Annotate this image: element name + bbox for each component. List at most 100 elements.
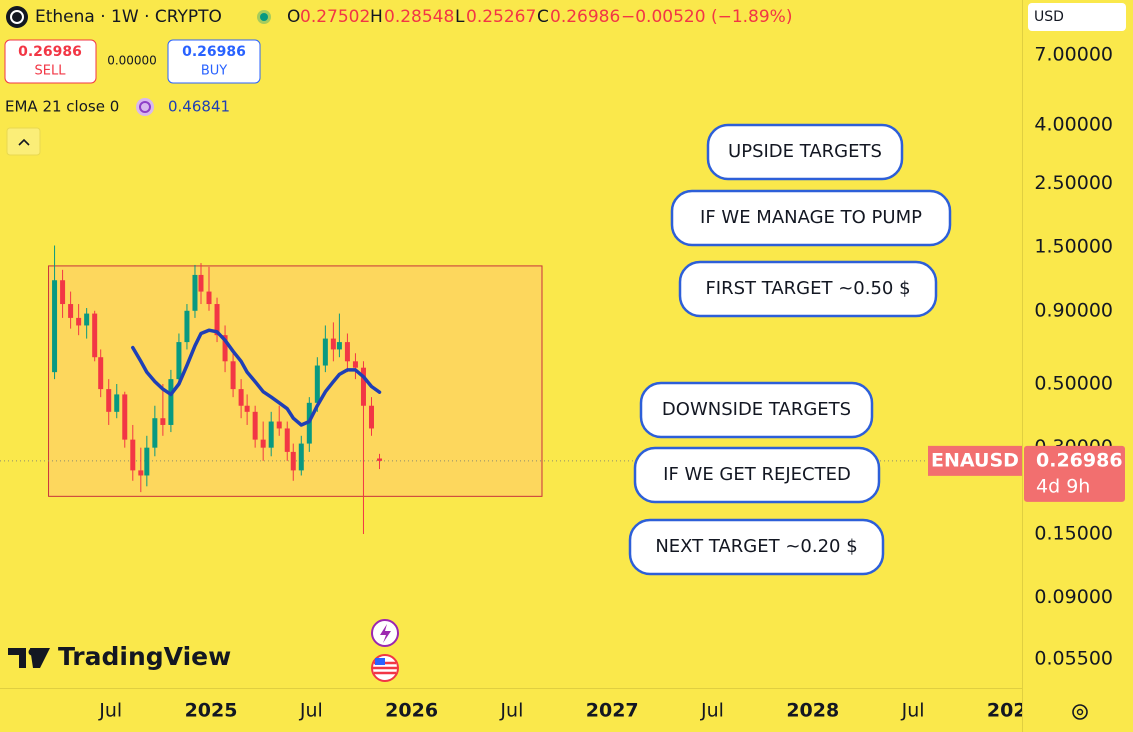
candle-body [222, 335, 228, 362]
price-label-box [1024, 445, 1125, 502]
candle-body [130, 439, 136, 471]
buy-price: 0.26986 [182, 44, 246, 60]
ohlc-value: 0.25267 [466, 7, 536, 27]
candle-body [192, 274, 198, 311]
candle-body [168, 379, 174, 425]
symbol-logo [10, 10, 24, 24]
x-tick-label: 2027 [586, 700, 639, 722]
y-tick-label: 0.05500 [1034, 648, 1113, 670]
annotation-box [639, 381, 874, 439]
buy-label: BUY [201, 64, 227, 79]
annotation-text: IF WE GET REJECTED [663, 464, 851, 485]
event-icon [380, 624, 391, 643]
overlay: UPSIDE TARGETS IF WE MANAGE TO PUMP FIRST … [628, 123, 952, 576]
candle-body [214, 304, 220, 336]
brand: TradingView [8, 642, 231, 671]
candle-body [284, 428, 290, 452]
price-label: 0.26986 [1036, 449, 1123, 471]
price-change: −0.00520 (−1.89%) [621, 7, 792, 27]
sell-label: SELL [35, 64, 67, 79]
status-dot [260, 13, 268, 21]
ohlc-label: H [370, 7, 383, 27]
annotation-text: DOWNSIDE TARGETS [662, 399, 851, 420]
candle-body [298, 443, 304, 471]
brand-name: TradingView [58, 642, 231, 671]
symbol-logo [6, 6, 28, 28]
candle-body [152, 418, 158, 448]
candle-body [252, 411, 258, 440]
y-tick-label: 0.90000 [1034, 299, 1113, 321]
sell-button[interactable]: 0.26986 SELL [4, 39, 97, 84]
indicator-icon [139, 101, 151, 113]
settings-icon [1072, 704, 1088, 720]
brand-logo [28, 648, 36, 656]
candle-body [84, 313, 90, 326]
ticker-label: ENAUSD [931, 449, 1019, 471]
ohlc-value: 0.28548 [384, 7, 454, 27]
indicator-value: 0.46841 [168, 98, 230, 116]
collapse-button[interactable] [6, 127, 41, 156]
candle-body [290, 451, 296, 471]
ohlc-label: C [537, 7, 549, 27]
candle-body [322, 338, 328, 366]
candle-body [68, 304, 74, 318]
candle-body [160, 418, 166, 425]
ohlc-label: O [287, 7, 300, 27]
spread: 0.00000 [107, 54, 157, 68]
ema-line [131, 328, 382, 427]
y-tick-label: 7.00000 [1034, 44, 1113, 66]
candle-body [230, 361, 236, 390]
candle-body [352, 361, 358, 368]
currency-box [1028, 3, 1126, 31]
candle-body [344, 342, 350, 362]
annotation-text: FIRST TARGET ~0.50 $ [705, 278, 910, 299]
candle-body [114, 394, 120, 412]
annotation-box [678, 260, 938, 318]
annotation-box [633, 446, 881, 504]
candle-body [238, 389, 244, 406]
x-tick-label: 2025 [185, 700, 238, 722]
currency: USD [1034, 9, 1064, 25]
ticker-label-box [928, 445, 1022, 476]
buy-box [167, 39, 261, 84]
settings-button[interactable] [1072, 704, 1088, 720]
y-tick-label: 4.00000 [1034, 113, 1113, 135]
candle-body [377, 458, 383, 461]
y-tick-label: 0.15000 [1034, 523, 1113, 545]
candle-body [360, 367, 366, 406]
sell-price: 0.26986 [18, 44, 82, 60]
x-tick-label: Jul [700, 700, 724, 722]
ohlc-value: 0.27502 [300, 7, 370, 27]
candle-body [144, 447, 150, 476]
x-tick-label: 2029 [987, 700, 1040, 722]
candle-body [52, 280, 58, 373]
candle-body [198, 274, 204, 292]
x-tick-label: 2028 [786, 700, 839, 722]
x-tick-label: Jul [98, 700, 122, 722]
plot [0, 245, 1022, 535]
x-tick-label: 2026 [385, 700, 438, 722]
y-tick-label: 0.50000 [1034, 373, 1113, 395]
y-tick-label: 1.50000 [1034, 236, 1113, 258]
annotation-box [706, 123, 904, 181]
ohlc-label: L [455, 7, 465, 27]
candle-body [98, 357, 104, 390]
candle-body [76, 317, 82, 326]
candle-body [206, 291, 212, 305]
brand-logo [8, 648, 50, 668]
candle-body [138, 470, 144, 476]
event-icon [375, 658, 385, 665]
symbol-title: Ethena · 1W · CRYPTO [35, 7, 222, 27]
indicator-icon[interactable] [136, 98, 154, 116]
x-tick-label: Jul [499, 700, 523, 722]
buy-button[interactable]: 0.26986 BUY [167, 39, 261, 84]
collapse-icon [18, 138, 30, 146]
candle-body [314, 365, 320, 403]
currency-button[interactable]: USD [1028, 3, 1126, 31]
settings-icon [1076, 708, 1084, 716]
candle-body [276, 421, 282, 429]
candle-body [122, 394, 128, 440]
candle-body [106, 389, 112, 412]
